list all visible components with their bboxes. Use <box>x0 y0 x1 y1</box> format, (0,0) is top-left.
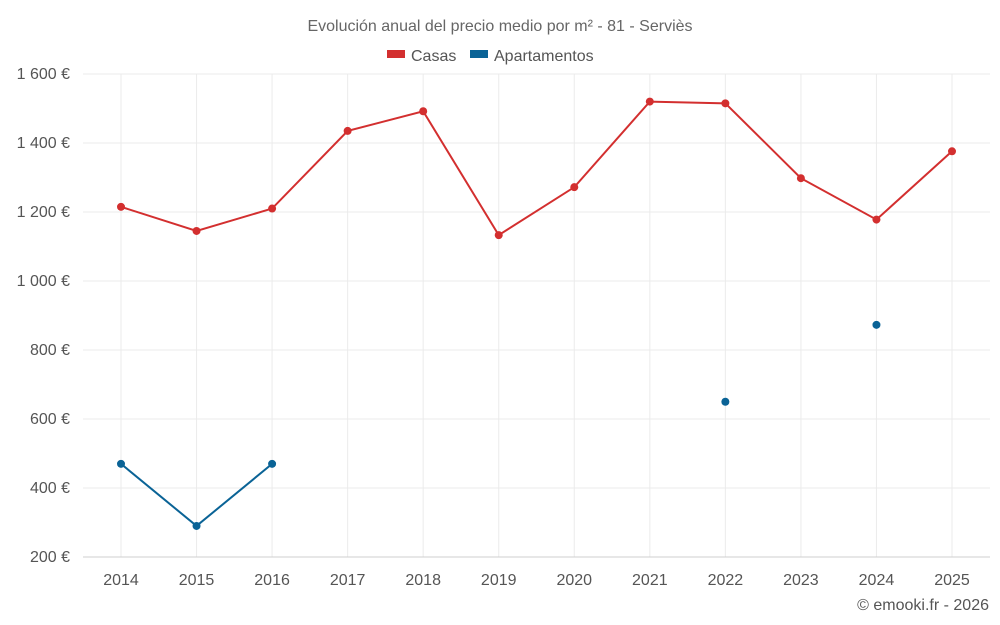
x-tick-label: 2020 <box>556 572 592 589</box>
x-tick-label: 2025 <box>934 572 970 589</box>
data-point-casas <box>645 97 654 106</box>
x-tick-label: 2019 <box>481 572 517 589</box>
data-point-casas <box>948 147 956 156</box>
x-tick-label: 2016 <box>254 572 290 589</box>
y-tick-label: 200 € <box>30 549 70 566</box>
legend-swatch-casas <box>387 50 405 58</box>
y-tick-label: 400 € <box>30 480 70 497</box>
legend-label-casas: Casas <box>411 48 456 65</box>
data-point-casas <box>721 99 730 108</box>
chart-title: Evolución anual del precio medio por m² … <box>307 18 692 35</box>
x-tick-label: 2018 <box>405 572 441 589</box>
data-point-casas <box>192 226 201 235</box>
data-point-casas <box>117 202 125 211</box>
data-point-casas <box>268 204 277 213</box>
legend-swatch-apartamentos <box>470 50 488 58</box>
y-tick-label: 1 200 € <box>17 204 70 221</box>
data-point-casas <box>570 183 579 192</box>
data-point-apartamentos <box>268 459 277 468</box>
data-point-casas <box>343 126 352 135</box>
data-point-casas <box>872 215 881 224</box>
y-tick-label: 1 600 € <box>17 66 70 83</box>
x-tick-label: 2024 <box>859 572 895 589</box>
x-tick-label: 2015 <box>179 572 215 589</box>
data-point-apartamentos <box>117 459 125 468</box>
x-tick-label: 2023 <box>783 572 819 589</box>
y-tick-label: 1 000 € <box>17 273 70 290</box>
series-line-casas <box>120 100 953 237</box>
credit-text: © emooki.fr - 2026 <box>857 597 989 614</box>
axes: 200 € 400 € 600 € 800 € 1 000 € 1 200 € 1 400 … <box>17 66 990 589</box>
x-tick-label: 2017 <box>330 572 366 589</box>
series <box>117 97 956 530</box>
legend: Casas Apartamentos <box>387 48 594 65</box>
y-tick-label: 1 400 € <box>17 135 70 152</box>
y-tick-label: 600 € <box>30 411 70 428</box>
y-tick-label: 800 € <box>30 342 70 359</box>
data-point-casas <box>419 107 428 116</box>
grid <box>83 73 990 558</box>
legend-label-apartamentos: Apartamentos <box>494 48 594 65</box>
data-point-apartamentos <box>872 320 881 329</box>
data-point-apartamentos <box>721 397 730 406</box>
data-point-apartamentos <box>192 521 201 530</box>
data-point-casas <box>494 231 503 240</box>
x-tick-label: 2022 <box>708 572 744 589</box>
data-point-casas <box>796 174 805 183</box>
x-tick-label: 2021 <box>632 572 668 589</box>
x-tick-label: 2014 <box>103 572 139 589</box>
